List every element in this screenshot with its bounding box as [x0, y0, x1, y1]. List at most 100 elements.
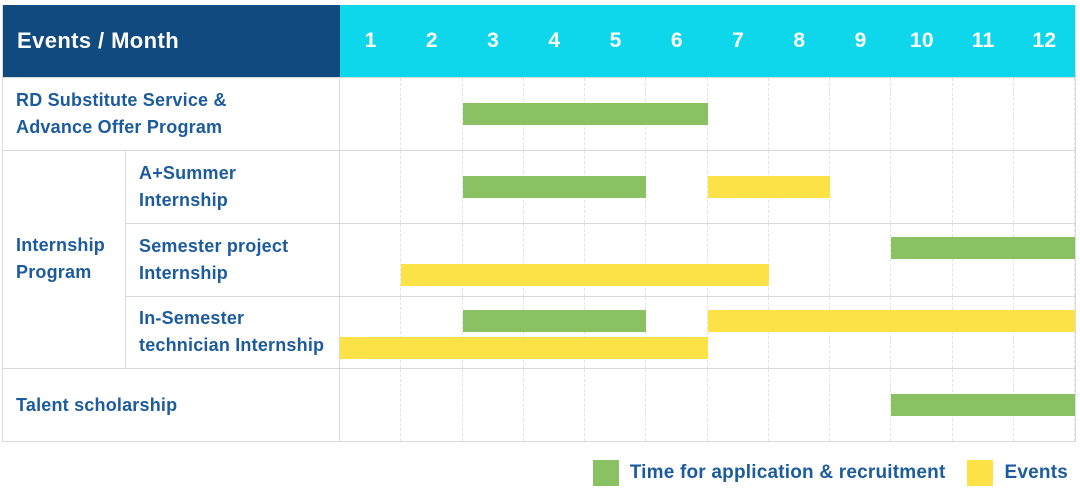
timeline-cell	[1014, 150, 1075, 224]
timeline-cell	[401, 150, 463, 224]
row-label: Talent scholarship	[3, 369, 340, 441]
table-header-row: Events / Month 1 2 3 4 5 6 7 8 9 10 11 12	[3, 5, 1075, 77]
month-header-cell: 2	[425, 29, 438, 52]
label-line: Talent scholarship	[16, 394, 178, 415]
gantt-row: Semester project Internship	[126, 223, 1075, 296]
timeline-cell	[646, 150, 708, 224]
gantt-bar-events	[401, 264, 769, 287]
label-line: RD Substitute Service &	[16, 89, 227, 110]
timeline-cell	[401, 78, 463, 150]
timeline-cell	[340, 224, 402, 296]
gantt-bar-events	[340, 336, 708, 359]
timeline-cell	[708, 78, 769, 150]
row-label: A+Summer Internship	[126, 150, 340, 224]
label-line: Semester project	[139, 235, 289, 256]
row-timeline	[340, 150, 1075, 224]
gantt-row-group: Internship Program A+Summer Internship Semes…	[3, 149, 1075, 369]
timeline-cell	[340, 150, 402, 224]
timeline-cell	[524, 296, 585, 369]
legend-item-application: Time for application & recruitment	[592, 460, 946, 486]
gantt-bar-application	[891, 237, 1075, 260]
legend-label: Time for application & recruitment	[629, 462, 946, 483]
month-header-cell: 8	[793, 29, 806, 52]
timeline-cell	[769, 224, 830, 296]
timeline-cell	[340, 296, 402, 369]
label-line: Internship	[139, 190, 229, 211]
timeline-cell	[708, 224, 769, 296]
row-timeline	[340, 296, 1075, 369]
timeline-cell	[585, 296, 647, 369]
timeline-cell	[524, 224, 585, 296]
legend: Time for application & recruitment Events	[592, 459, 1068, 487]
group-sub-rows: A+Summer Internship Semester project Intern…	[126, 150, 1075, 369]
gantt-bar-events	[707, 309, 1075, 332]
month-header-cell: 3	[487, 29, 500, 52]
label-line: Internship	[139, 262, 229, 283]
gantt-row: Talent scholarship	[3, 368, 1075, 441]
month-header-cell: 10	[909, 29, 934, 52]
row-label: RD Substitute Service & Advance Offer Pro…	[3, 78, 340, 150]
timeline-cell	[891, 150, 953, 224]
label-line: Program	[16, 262, 92, 283]
month-header-cell: 9	[854, 29, 867, 52]
label-line: A+Summer	[139, 163, 237, 184]
row-timeline	[340, 224, 1075, 296]
month-header-cell: 11	[971, 29, 995, 52]
legend-label: Events	[1004, 462, 1068, 483]
timeline-cell	[646, 296, 708, 369]
timeline-cell	[830, 224, 892, 296]
row-timeline	[340, 78, 1075, 150]
label-line: technician Internship	[139, 335, 325, 356]
timeline-cell	[891, 78, 953, 150]
label-line: In-Semester	[139, 308, 245, 329]
legend-swatch-application	[592, 460, 619, 486]
timeline-cell	[708, 296, 769, 369]
month-header: 1 2 3 4 5 6 7 8 9 10 11 12	[340, 5, 1075, 77]
group-label: Internship Program	[3, 150, 126, 369]
timeline-cell	[769, 296, 830, 369]
timeline-cell	[1014, 224, 1075, 296]
timeline-cell	[524, 369, 585, 441]
gantt-bar-application	[462, 175, 647, 198]
timeline-cell	[830, 296, 892, 369]
timeline-cell	[891, 296, 953, 369]
timeline-cell	[463, 224, 524, 296]
timeline-cell	[585, 224, 647, 296]
month-header-cell: 12	[1032, 29, 1057, 52]
gantt-rows: RD Substitute Service & Advance Offer Pro…	[3, 77, 1075, 441]
timeline-cell	[1014, 78, 1075, 150]
gantt-row: A+Summer Internship	[126, 150, 1075, 224]
timeline-cell	[830, 369, 892, 441]
gantt-table: Events / Month 1 2 3 4 5 6 7 8 9 10 11 12 RD Substi…	[2, 5, 1076, 442]
month-header-cell: 5	[609, 29, 622, 52]
gantt-row: In-Semester technician Internship	[126, 295, 1075, 369]
gantt-bar-application	[462, 309, 647, 332]
timeline-cell	[830, 150, 892, 224]
timeline-cell	[401, 224, 463, 296]
timeline-cell	[953, 78, 1014, 150]
row-label: Semester project Internship	[126, 224, 340, 296]
timeline-cell	[463, 296, 524, 369]
gantt-row: RD Substitute Service & Advance Offer Pro…	[3, 77, 1075, 150]
timeline-cell	[340, 369, 402, 441]
timeline-cell	[708, 369, 769, 441]
timeline-cell	[769, 78, 830, 150]
timeline-cell	[585, 369, 647, 441]
month-header-cell: 4	[548, 29, 561, 52]
timeline-cell	[953, 296, 1014, 369]
events-month-header: Events / Month	[3, 5, 340, 77]
timeline-cell	[769, 369, 830, 441]
row-label: In-Semester technician Internship	[126, 296, 340, 369]
gantt-bar-application	[462, 103, 708, 125]
label-line: Advance Offer Program	[16, 116, 223, 137]
timeline-cell	[401, 296, 463, 369]
label-line: Internship	[16, 235, 106, 256]
month-header-cell: 7	[732, 29, 745, 52]
timeline-cell	[953, 224, 1014, 296]
gantt-bar-application	[891, 394, 1075, 417]
timeline-cell	[401, 369, 463, 441]
timeline-cell	[1014, 296, 1075, 369]
timeline-cell	[953, 150, 1014, 224]
row-timeline	[340, 369, 1075, 441]
